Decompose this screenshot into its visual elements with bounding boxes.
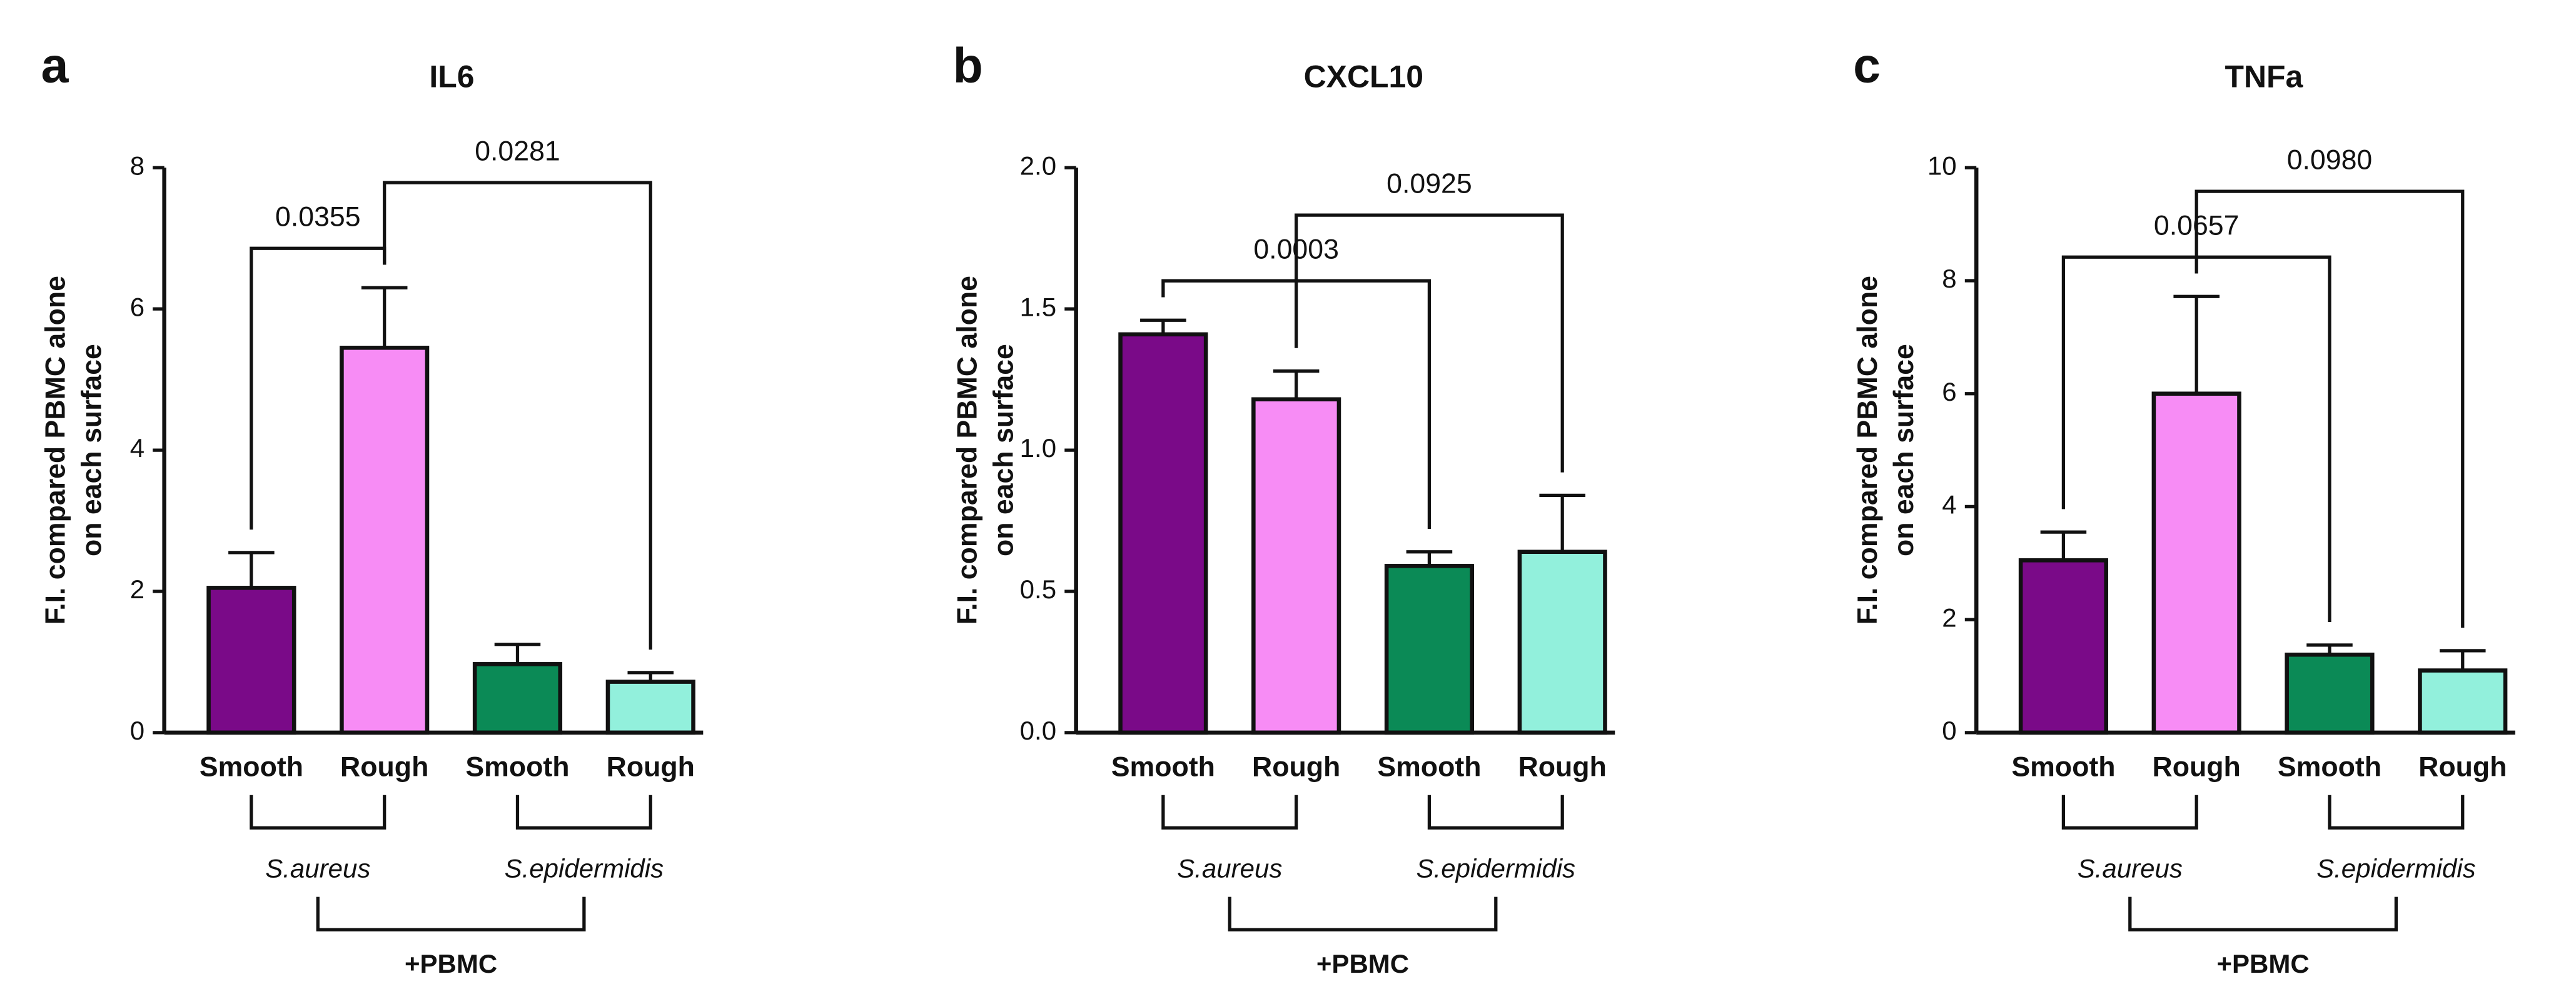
chart-title: IL6 (429, 59, 474, 94)
bar (2151, 391, 2241, 735)
group-label: S.aureus (2078, 854, 2183, 883)
p-value: 0.0281 (475, 136, 560, 167)
y-tick-label: 1.5 (1020, 292, 1056, 321)
outer-bracket (2128, 896, 2398, 931)
x-tick-label: Rough (1252, 751, 1340, 782)
significance-bracket (2195, 189, 2465, 628)
p-value: 0.0355 (275, 202, 361, 233)
bar (472, 662, 563, 735)
y-tick-label: 8 (130, 151, 144, 180)
y-tick-label: 0 (1942, 716, 1956, 745)
x-tick-label: Rough (607, 751, 695, 782)
bar (605, 680, 695, 735)
x-tick-label: Smooth (1111, 751, 1215, 782)
y-tick-label: 10 (1927, 151, 1957, 180)
bar (2285, 652, 2375, 735)
group-bracket (1161, 795, 1298, 830)
group-label: S.epidermidis (2316, 854, 2476, 883)
y-axis-label: F.I. compared PBMC alone (41, 276, 71, 625)
x-tick-label: Rough (1518, 751, 1607, 782)
bar (1517, 550, 1607, 735)
group-bracket (515, 795, 652, 830)
p-value: 0.0925 (1386, 169, 1472, 199)
panel-label: c (1853, 38, 1881, 93)
outer-group-label: +PBMC (405, 949, 497, 978)
significance-bracket (383, 181, 652, 650)
y-axis-label: F.I. compared PBMC alone (1852, 276, 1883, 625)
bar (1384, 564, 1474, 735)
group-bracket (250, 795, 386, 830)
y-tick-label: 8 (1942, 264, 1956, 293)
outer-group-label: +PBMC (2216, 949, 2309, 978)
group-label: S.epidermidis (505, 854, 664, 883)
group-label: S.aureus (265, 854, 370, 883)
x-tick-label: Rough (2418, 751, 2507, 782)
outer-group-label: +PBMC (1316, 949, 1409, 978)
group-bracket (2328, 795, 2465, 830)
chart-title: CXCL10 (1304, 59, 1423, 94)
x-tick-label: Rough (340, 751, 428, 782)
x-tick-label: Smooth (465, 751, 569, 782)
bar (2418, 668, 2508, 735)
y-tick-label: 0.0 (1020, 716, 1056, 745)
outer-bracket (316, 896, 586, 931)
y-tick-label: 2 (1942, 603, 1956, 632)
bar (2018, 558, 2108, 735)
bar (206, 586, 296, 735)
bar (1251, 397, 1341, 735)
bar (1118, 332, 1208, 735)
y-tick-label: 4 (130, 433, 144, 463)
bar (340, 346, 430, 735)
x-tick-label: Smooth (2011, 751, 2115, 782)
y-tick-label: 0 (130, 716, 144, 745)
y-tick-label: 6 (130, 292, 144, 321)
group-bracket (2061, 795, 2198, 830)
x-tick-label: Smooth (200, 751, 303, 782)
group-bracket (1427, 795, 1564, 830)
y-tick-label: 2 (130, 575, 144, 604)
x-tick-label: Smooth (1377, 751, 1481, 782)
p-value: 0.0980 (2287, 145, 2373, 176)
y-tick-label: 1.0 (1020, 433, 1056, 463)
y-tick-label: 0.5 (1020, 575, 1056, 604)
group-label: S.epidermidis (1417, 854, 1576, 883)
x-tick-label: Rough (2153, 751, 2241, 782)
y-tick-label: 4 (1942, 490, 1956, 520)
y-axis-label: on each surface (988, 344, 1019, 556)
outer-bracket (1228, 896, 1498, 931)
group-label: S.aureus (1177, 854, 1282, 883)
panel-label: a (41, 38, 69, 93)
y-tick-label: 6 (1942, 377, 1956, 406)
y-axis-label: F.I. compared PBMC alone (952, 276, 983, 625)
y-tick-label: 2.0 (1020, 151, 1056, 180)
x-tick-label: Smooth (2278, 751, 2382, 782)
y-axis-label: on each surface (77, 344, 108, 556)
y-axis-label: on each surface (1889, 344, 1919, 556)
chart-title: TNFa (2225, 59, 2304, 94)
significance-bracket (1295, 213, 1564, 473)
panel-label: b (953, 38, 983, 93)
